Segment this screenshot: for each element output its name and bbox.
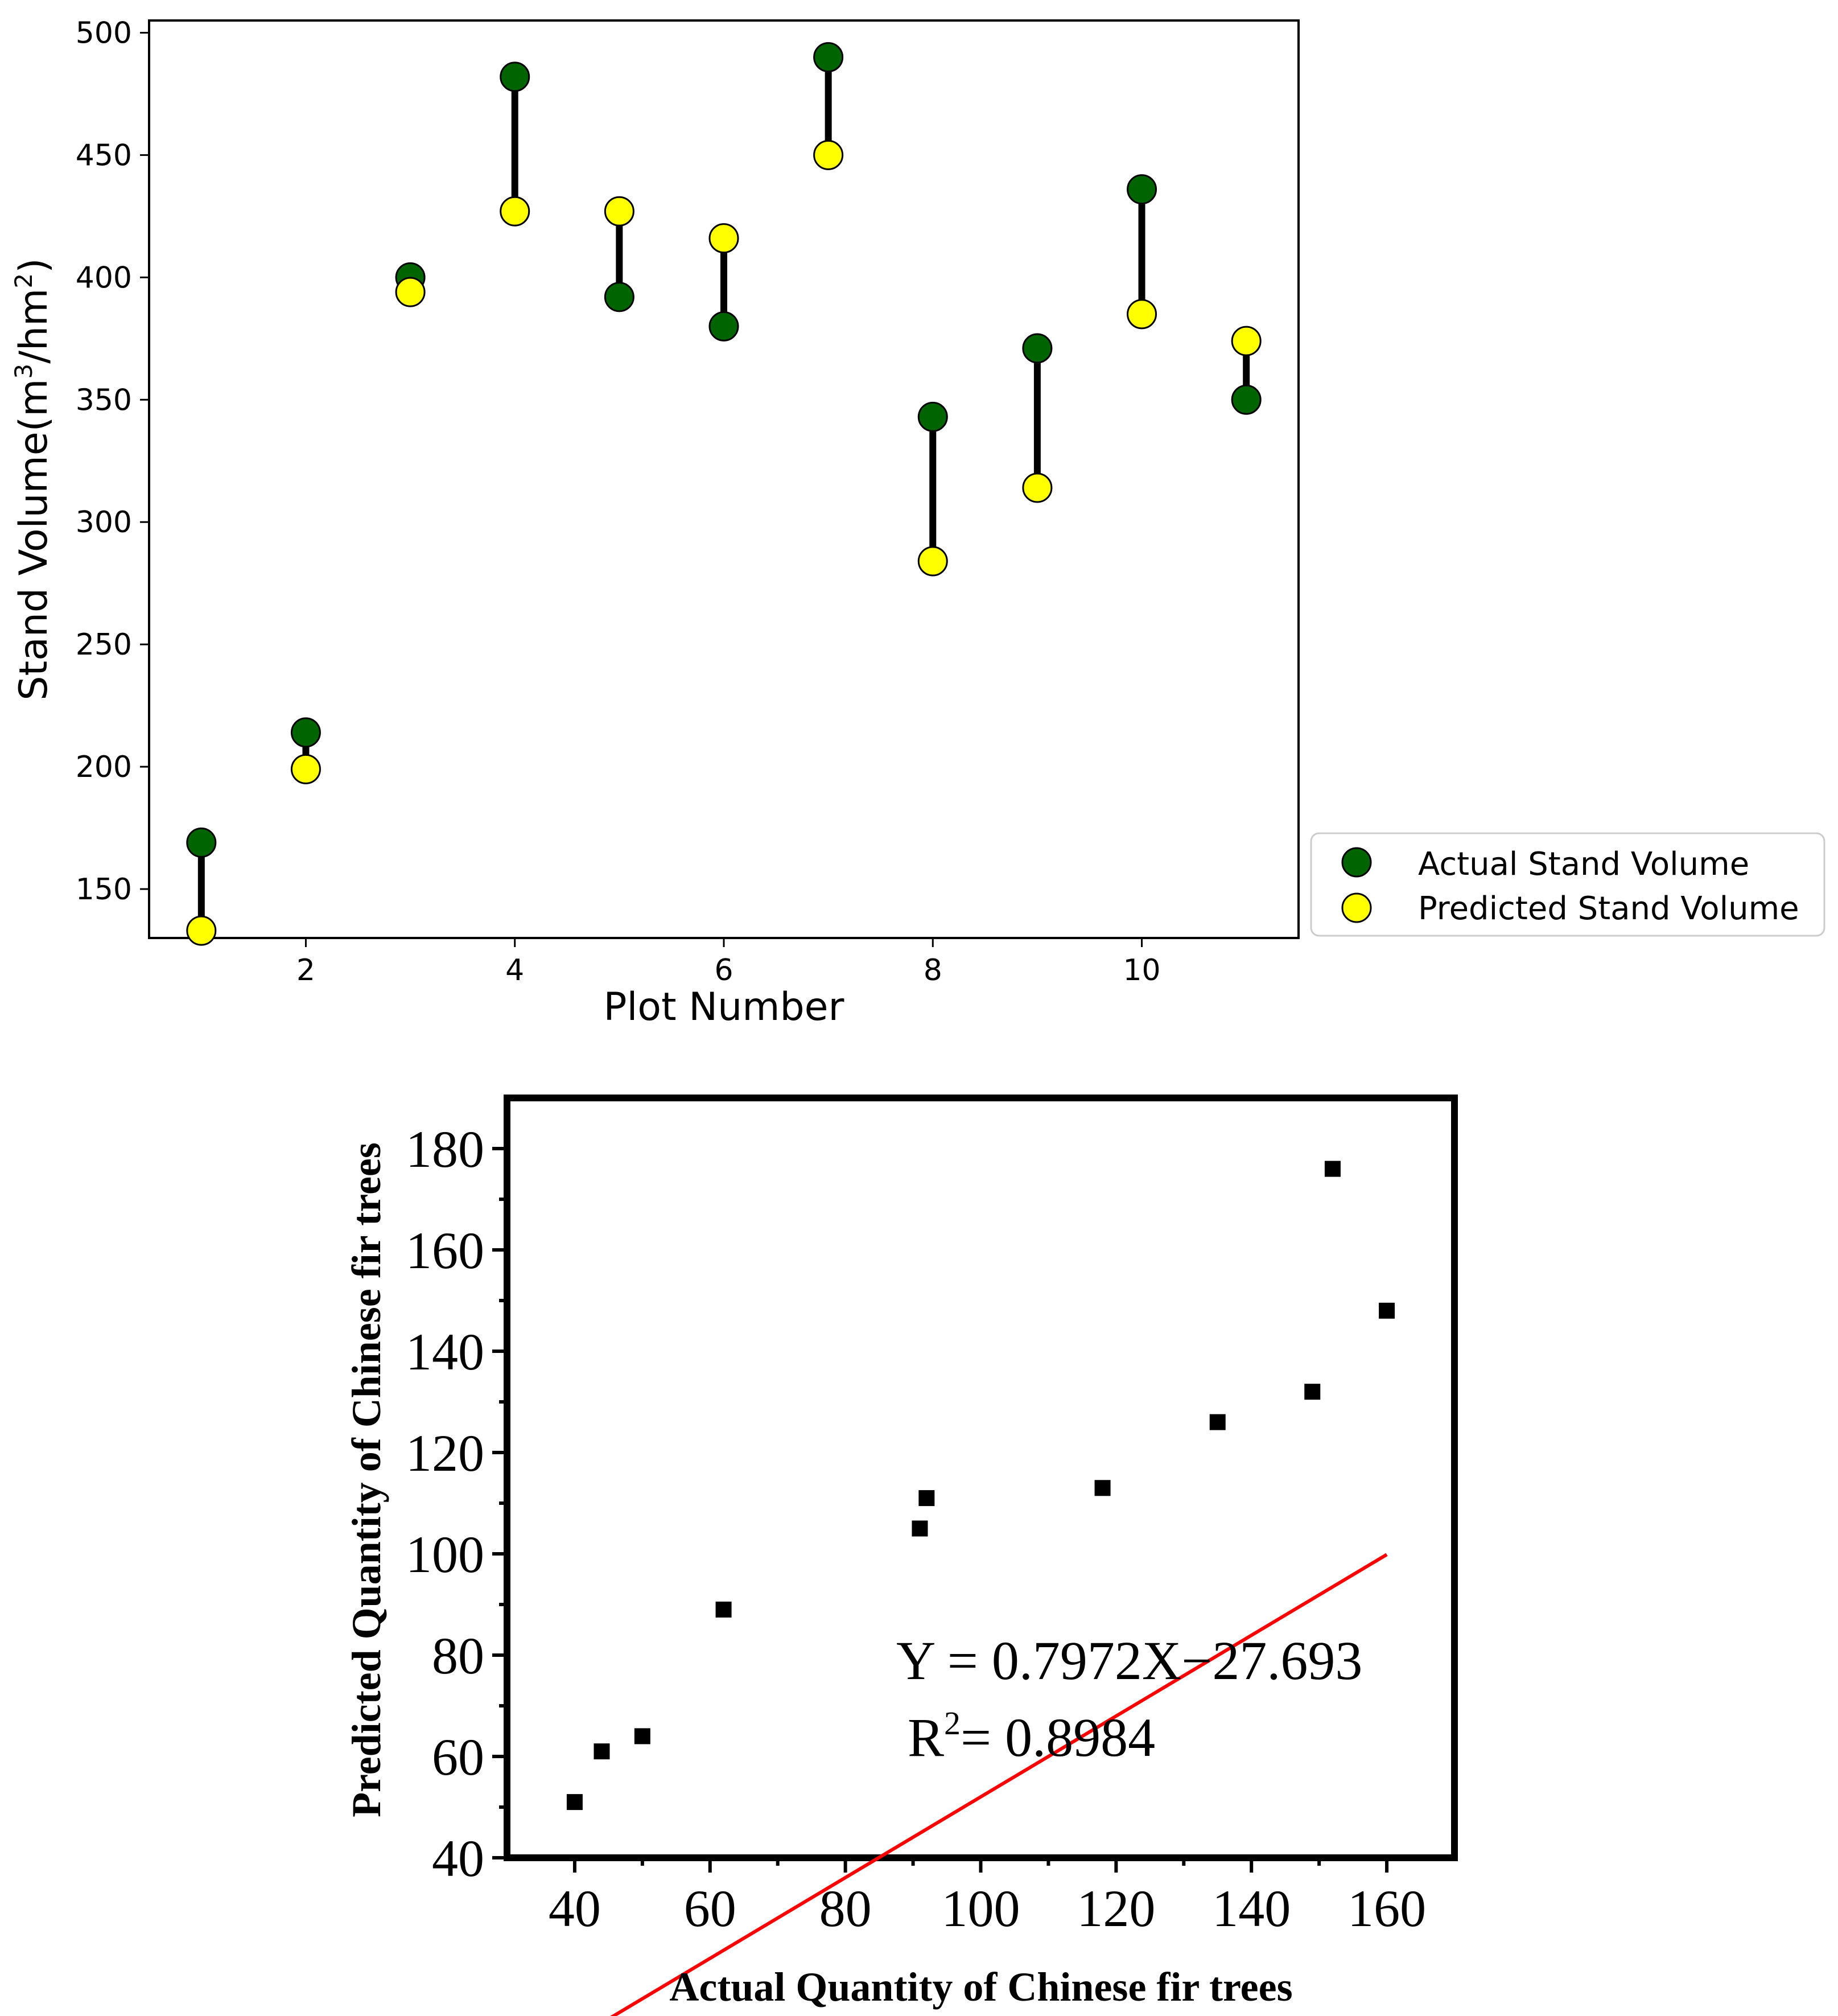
- predicted-volume-point: [1022, 472, 1053, 503]
- plot2-x-tick-label: 120: [1077, 1879, 1155, 1937]
- plot2-y-tick-label: 160: [406, 1221, 484, 1279]
- predicted-volume-point: [1127, 299, 1157, 330]
- plot2-x-tick-label: 140: [1212, 1879, 1291, 1937]
- legend-frame: [1310, 832, 1825, 937]
- plot2-y-tick-label: 80: [432, 1627, 484, 1685]
- predicted-volume-point: [604, 196, 634, 227]
- plot2-y-tick-label: 60: [432, 1728, 484, 1786]
- r-squared-label: R2= 0.8984: [908, 1705, 1155, 1768]
- plot1-points: [186, 42, 1262, 946]
- scatter-point: [634, 1728, 650, 1745]
- stand-volume-chart: 2 4 6 8 10 150 200 250 300 350 400 450 500 Plot Num…: [10, 16, 1825, 1030]
- plot1-y-ticks: 150 200 250 300 350 400 450 500: [76, 16, 149, 907]
- plot1-y-tick-label: 350: [76, 383, 132, 417]
- plot2-y-ticks: 40 60 80 100 120 140 160 180: [406, 1120, 507, 1887]
- plot1-x-tick-label: 10: [1123, 953, 1160, 988]
- actual-volume-point: [290, 717, 321, 748]
- actual-volume-point: [813, 42, 844, 72]
- predicted-volume-point: [1231, 326, 1262, 356]
- actual-volume-point: [917, 401, 948, 432]
- plot2-x-tick-label: 40: [549, 1879, 601, 1937]
- actual-volume-point: [708, 311, 739, 342]
- predicted-volume-point: [917, 546, 948, 577]
- scatter-point: [1209, 1414, 1226, 1430]
- scatter-point: [912, 1520, 928, 1537]
- plot1-y-tick-label: 500: [76, 16, 132, 50]
- plot1-x-ticks: 2 4 6 8 10: [296, 938, 1161, 988]
- scatter-point: [1304, 1384, 1321, 1400]
- scatter-point: [594, 1743, 610, 1760]
- scatter-point: [1094, 1480, 1111, 1496]
- plot1-y-tick-label: 400: [76, 261, 132, 295]
- plot2-frame: [504, 1095, 1458, 1861]
- actual-volume-point: [500, 61, 530, 92]
- plot2-y-tick-label: 40: [432, 1829, 484, 1887]
- plot1-frame: [148, 19, 1300, 939]
- plot1-y-tick-label: 300: [76, 505, 132, 540]
- predicted-volume-point: [500, 196, 530, 227]
- scatter-point: [918, 1490, 935, 1507]
- plot2-x-tick-label: 60: [684, 1879, 736, 1937]
- plot1-y-tick-label: 150: [76, 873, 132, 907]
- plot1-x-tick-label: 4: [505, 953, 524, 988]
- plot1-x-tick-label: 2: [296, 953, 315, 988]
- plot2-x-axis-label: Actual Quantity of Chinese fir trees: [669, 1964, 1292, 2010]
- plot2-points: [566, 1161, 1395, 1811]
- predicted-volume-point: [813, 139, 844, 170]
- scatter-point: [566, 1794, 583, 1811]
- tree-quantity-chart: 40 60 80 100 120 140 160 40 60 80 100 120 140 160 180…: [344, 1095, 1458, 2016]
- predicted-volume-point: [290, 754, 321, 784]
- plot2-y-tick-label: 100: [406, 1525, 484, 1583]
- legend-predicted-label: Predicted Stand Volume: [1418, 890, 1799, 927]
- legend-predicted-marker: [1341, 892, 1372, 923]
- legend-actual-marker: [1341, 847, 1372, 878]
- plot1-y-tick-label: 250: [76, 628, 132, 662]
- actual-volume-point: [1127, 174, 1157, 205]
- plot2-y-axis-label: Predicted Quantity of Chinese fir trees: [344, 1142, 389, 1817]
- plot2-x-tick-label: 160: [1347, 1879, 1426, 1937]
- actual-volume-point: [186, 827, 217, 858]
- regression-equation: Y = 0.7972X−27.693: [896, 1630, 1362, 1691]
- predicted-volume-point: [708, 223, 739, 254]
- predicted-volume-point: [395, 277, 426, 307]
- plot1-x-tick-label: 8: [924, 953, 942, 988]
- plot1-x-tick-label: 6: [714, 953, 733, 988]
- plot2-y-tick-label: 180: [406, 1120, 484, 1178]
- plot1-x-axis-label: Plot Number: [604, 985, 844, 1030]
- scatter-point: [715, 1601, 732, 1618]
- plot2-y-tick-label: 120: [406, 1424, 484, 1482]
- scatter-point: [1324, 1161, 1341, 1177]
- plot2-x-tick-label: 100: [942, 1879, 1020, 1937]
- predicted-volume-point: [186, 915, 217, 946]
- plot1-legend: Actual Stand Volume Predicted Stand Volu…: [1310, 832, 1825, 937]
- plot1-y-tick-label: 200: [76, 750, 132, 784]
- plot1-y-axis-label: Stand Volume(m3/hm2): [10, 258, 56, 700]
- plot2-y-tick-label: 140: [406, 1323, 484, 1381]
- actual-volume-point: [1231, 384, 1262, 415]
- actual-volume-point: [604, 282, 634, 312]
- plot2-x-ticks: 40 60 80 100 120 140 160: [549, 1858, 1426, 1937]
- scatter-point: [1379, 1302, 1395, 1319]
- actual-volume-point: [1022, 333, 1053, 364]
- plot1-y-tick-label: 450: [76, 138, 132, 172]
- legend-actual-label: Actual Stand Volume: [1418, 846, 1749, 883]
- regression-line: [610, 1553, 1388, 2016]
